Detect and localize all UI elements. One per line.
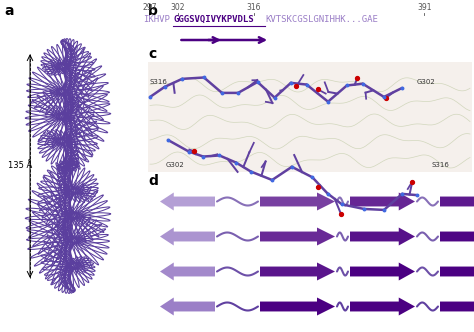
Text: S316: S316 xyxy=(432,162,450,168)
FancyArrow shape xyxy=(260,297,335,315)
Text: 135 Å: 135 Å xyxy=(8,161,32,171)
Text: GGGSVQIVYKPVDLS: GGGSVQIVYKPVDLS xyxy=(173,15,254,24)
FancyArrow shape xyxy=(160,263,215,281)
Text: c: c xyxy=(148,47,156,61)
Text: 391: 391 xyxy=(417,3,431,12)
FancyArrow shape xyxy=(440,263,474,281)
Text: 316: 316 xyxy=(246,3,261,12)
FancyArrow shape xyxy=(440,193,474,210)
FancyArrow shape xyxy=(350,263,415,281)
FancyArrow shape xyxy=(350,297,415,315)
FancyArrow shape xyxy=(260,227,335,245)
Text: b: b xyxy=(148,4,158,18)
Text: d: d xyxy=(148,174,158,188)
Text: KVTSKCGSLGNIHHK...GAE: KVTSKCGSLGNIHHK...GAE xyxy=(265,15,378,24)
Text: 302: 302 xyxy=(171,3,185,12)
FancyArrow shape xyxy=(160,297,215,315)
Bar xyxy=(148,62,472,172)
FancyArrow shape xyxy=(160,227,215,245)
FancyArrow shape xyxy=(440,297,474,315)
Text: 297: 297 xyxy=(142,3,156,12)
Text: IKHVP: IKHVP xyxy=(143,15,170,24)
Text: G302: G302 xyxy=(166,162,185,168)
Text: S316: S316 xyxy=(150,79,168,85)
FancyArrow shape xyxy=(350,193,415,210)
FancyArrow shape xyxy=(350,227,415,245)
FancyArrow shape xyxy=(160,193,215,210)
FancyArrow shape xyxy=(440,227,474,245)
Text: a: a xyxy=(4,4,13,18)
FancyArrow shape xyxy=(260,193,335,210)
FancyArrow shape xyxy=(260,263,335,281)
Text: G302: G302 xyxy=(417,79,436,85)
